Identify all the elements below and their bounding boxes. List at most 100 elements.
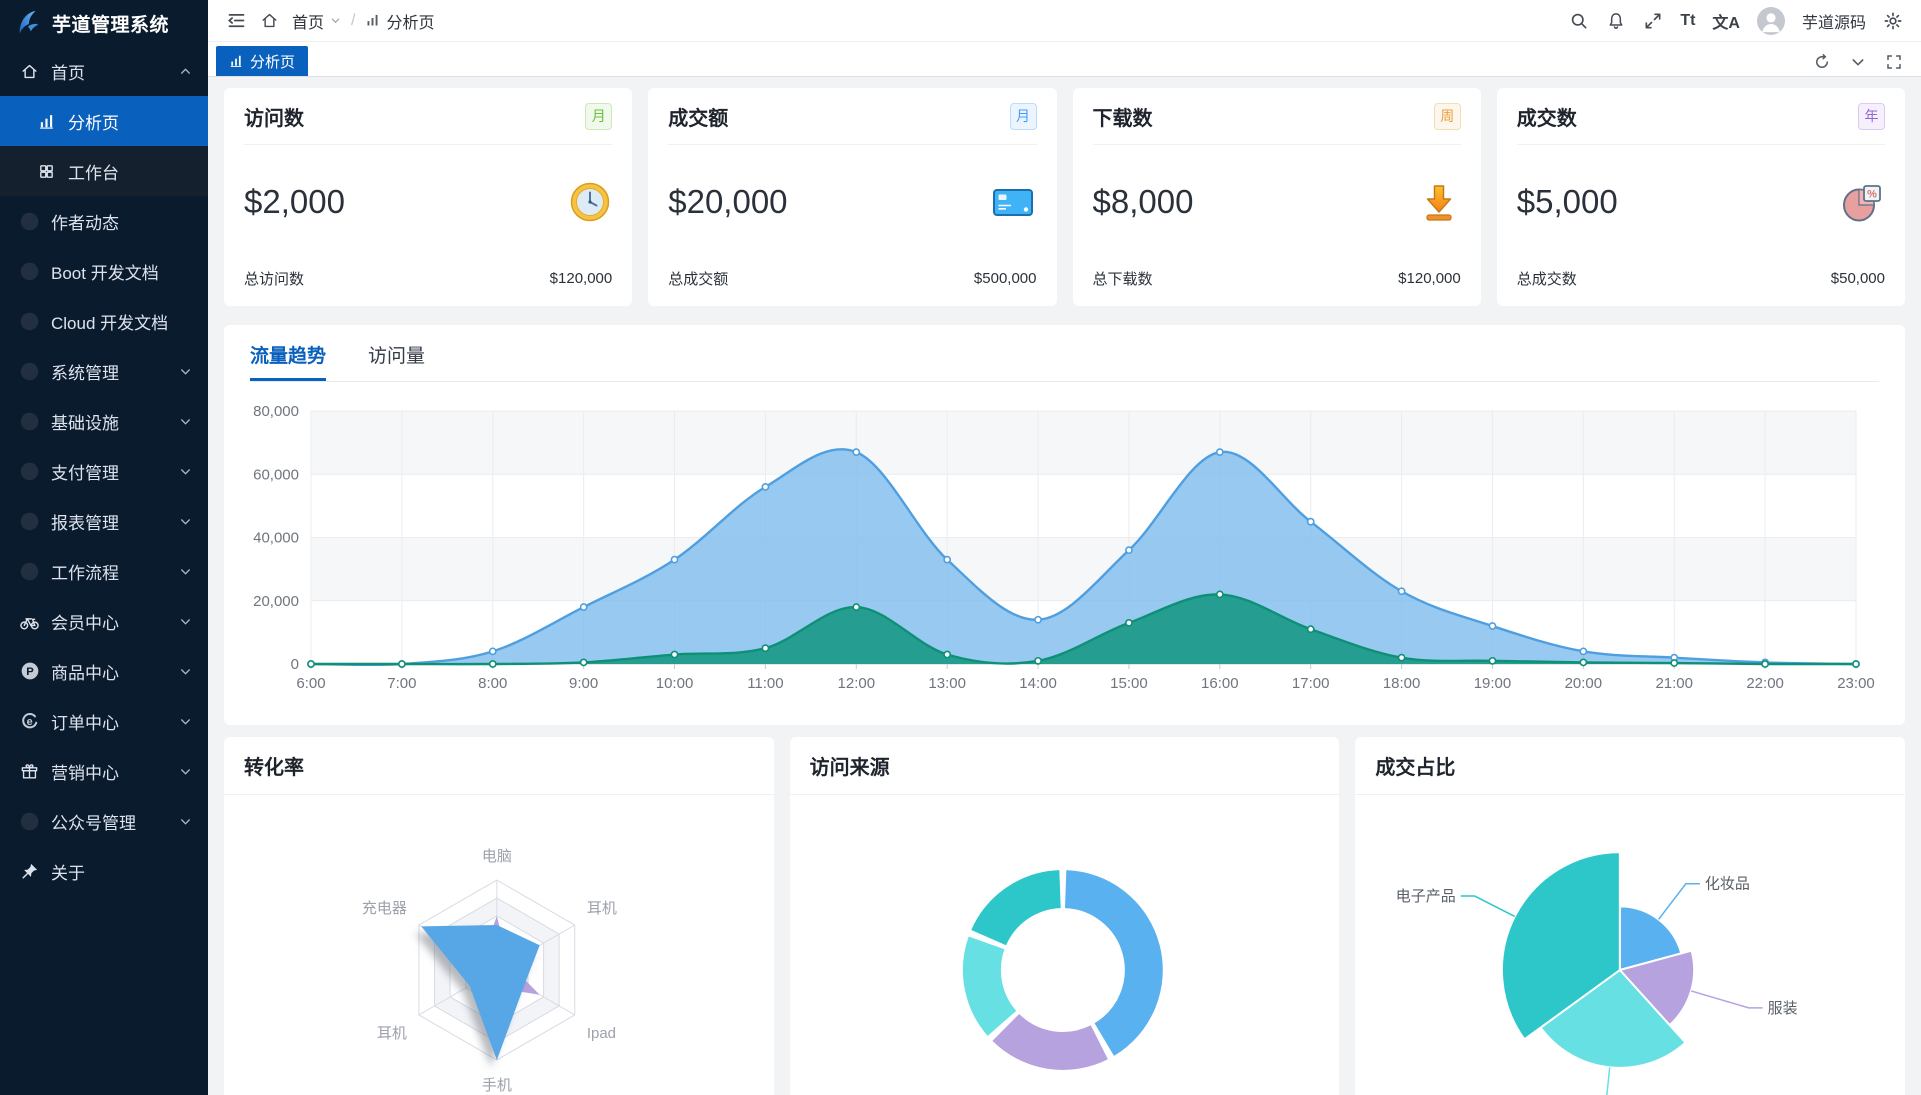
radar-axis-label: Ipad <box>587 1025 616 1042</box>
circle-icon <box>19 561 40 582</box>
svg-text:21:00: 21:00 <box>1655 675 1693 692</box>
logo-title: 芋道管理系统 <box>52 14 170 36</box>
sidebar-item-label: 作者动态 <box>51 213 119 233</box>
breadcrumb-item-home[interactable]: 首页 <box>292 14 325 32</box>
sidebar-item[interactable]: Boot 开发文档 <box>0 246 208 296</box>
svg-text:16:00: 16:00 <box>1201 675 1239 692</box>
stat-footer-label: 总下载数 <box>1092 270 1153 288</box>
sidebar-item[interactable]: 工作流程 <box>0 546 208 596</box>
refresh-icon[interactable] <box>1813 53 1831 71</box>
breadcrumb: 首页 / 分析页 <box>292 9 434 33</box>
sidebar-item[interactable]: P 商品中心 <box>0 646 208 696</box>
sidebar-item-label: 工作流程 <box>51 563 119 583</box>
sidebar-item[interactable]: 报表管理 <box>0 496 208 546</box>
circle-icon <box>19 311 40 332</box>
sidebar-item-label: 营销中心 <box>51 763 119 783</box>
svg-text:18:00: 18:00 <box>1383 675 1421 692</box>
user-name[interactable]: 芋道源码 <box>1801 14 1866 32</box>
home-icon[interactable] <box>260 11 279 30</box>
sidebar-item[interactable]: e 订单中心 <box>0 696 208 746</box>
stat-value: $2,000 <box>244 182 345 220</box>
language-icon[interactable]: 文A <box>1712 14 1740 32</box>
svg-text:%: % <box>1867 188 1877 200</box>
rose-slice <box>1539 968 1688 1069</box>
chevron-down-icon <box>179 815 192 828</box>
sidebar-item[interactable]: 工作台 <box>0 146 208 196</box>
gear-icon[interactable] <box>1883 11 1903 31</box>
deal-share-card: 成交占比 化妆品 服装 电子产品 <box>1355 737 1906 1095</box>
credit-card-icon <box>989 180 1037 224</box>
svg-text:20:00: 20:00 <box>1565 675 1603 692</box>
stat-value: $20,000 <box>668 182 788 220</box>
tab-analysis[interactable]: 分析页 <box>216 46 309 76</box>
sidebar-item-label: 系统管理 <box>51 363 119 383</box>
svg-text:e: e <box>26 716 32 728</box>
bell-icon[interactable] <box>1606 11 1626 31</box>
tab-traffic-trend[interactable]: 流量趋势 <box>250 341 326 381</box>
circle-icon <box>19 411 40 432</box>
bar-chart-icon <box>36 111 57 132</box>
rose-slice <box>1619 905 1683 972</box>
sidebar-item-label: 报表管理 <box>51 513 119 533</box>
stat-period-badge: 年 <box>1858 102 1885 130</box>
collapse-sidebar-icon[interactable] <box>226 10 247 31</box>
sidebar: 芋道管理系统 首页 分析页 工作台作者动态 Boot 开发文档 Cloud 开发文档系统… <box>0 0 208 1095</box>
tab-visits[interactable]: 访问量 <box>368 346 426 367</box>
stat-card-header: 访问数 月 <box>244 88 613 145</box>
sidebar-item-label: 会员中心 <box>51 613 119 633</box>
bicycle-icon <box>19 611 40 632</box>
stat-card-header: 成交数 年 <box>1516 88 1885 145</box>
main-area: 首页 / 分析页 <box>208 0 1921 1095</box>
stat-footer-label: 总访问数 <box>244 270 305 288</box>
stat-card-footer: 总成交数 $50,000 <box>1517 258 1885 306</box>
chevron-down-icon <box>179 765 192 778</box>
breadcrumb-item-current[interactable]: 分析页 <box>386 14 435 32</box>
svg-text:80,000: 80,000 <box>253 403 299 420</box>
sidebar-item[interactable]: 支付管理 <box>0 446 208 496</box>
font-size-icon[interactable]: Tt <box>1680 11 1696 29</box>
sidebar-item[interactable]: 营销中心 <box>0 746 208 796</box>
sidebar-item[interactable]: 公众号管理 <box>0 796 208 846</box>
sidebar-item-label: 公众号管理 <box>51 813 136 833</box>
avatar[interactable] <box>1756 6 1785 35</box>
svg-text:23:00: 23:00 <box>1837 675 1875 692</box>
chevron-down-icon[interactable] <box>1850 54 1866 70</box>
breadcrumb-separator: / <box>351 11 356 29</box>
maximize-icon[interactable] <box>1885 53 1903 71</box>
svg-text:8:00: 8:00 <box>478 675 507 692</box>
chevron-down-icon <box>331 18 340 24</box>
sidebar-item[interactable]: 基础设施 <box>0 396 208 446</box>
stat-footer-label: 总成交数 <box>1516 270 1577 288</box>
donut-segment <box>1063 870 1163 1056</box>
sidebar-item[interactable]: 首页 <box>0 46 208 96</box>
rose-label-line <box>1606 1067 1611 1095</box>
fullscreen-icon[interactable] <box>1643 11 1663 31</box>
sidebar-item[interactable]: Cloud 开发文档 <box>0 296 208 346</box>
svg-text:P: P <box>26 666 34 678</box>
sidebar-item[interactable]: 会员中心 <box>0 596 208 646</box>
sidebar-item[interactable]: 作者动态 <box>0 196 208 246</box>
radar-axis-label: 电脑 <box>482 848 512 865</box>
sidebar-item[interactable]: 系统管理 <box>0 346 208 396</box>
header: 首页 / 分析页 <box>208 0 1921 42</box>
search-icon[interactable] <box>1569 11 1589 31</box>
stat-card-title: 下载数 <box>1092 107 1153 130</box>
donut-segment <box>992 1013 1108 1070</box>
circle-icon <box>19 211 40 232</box>
stat-card: 下载数 周 $8,000 总下载数 $120,000 <box>1072 88 1481 306</box>
tabbar-controls <box>1813 53 1903 71</box>
sidebar-item-active[interactable]: 分析页 <box>0 96 208 146</box>
radar-series-blue <box>421 925 540 1060</box>
chevron-down-icon <box>179 615 192 628</box>
sidebar-item[interactable]: 关于 <box>0 846 208 896</box>
chevron-down-icon <box>179 415 192 428</box>
svg-text:60,000: 60,000 <box>253 466 299 483</box>
svg-text:6:00: 6:00 <box>296 675 325 692</box>
svg-text:11:00: 11:00 <box>747 675 783 692</box>
logo-icon <box>13 8 43 38</box>
pie-percent-icon: % <box>1839 180 1885 224</box>
rose-label-line <box>1658 882 1701 920</box>
svg-text:9:00: 9:00 <box>569 675 598 692</box>
logo[interactable]: 芋道管理系统 <box>0 0 208 46</box>
